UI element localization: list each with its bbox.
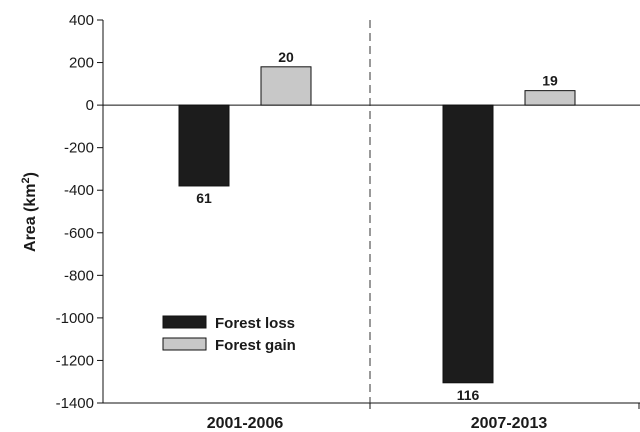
y-tick-label: -200 [64, 140, 94, 157]
legend-swatch-forest-gain [162, 337, 207, 351]
data-label-group: 61 116 20 19 [196, 49, 558, 403]
y-tick-label: 200 [69, 55, 94, 72]
bar-forest-gain-2001-2006 [260, 66, 312, 106]
legend: Forest loss Forest gain [162, 315, 296, 354]
legend-label: Forest gain [215, 337, 296, 354]
bar-group [178, 66, 576, 384]
bar-forest-loss-2001-2006 [178, 104, 230, 187]
y-tick-label: -400 [64, 182, 94, 199]
x-axis: 2001-2006 2007-2013 [103, 20, 640, 432]
bar-forest-loss-2007-2013 [442, 104, 494, 384]
y-tick-label: -800 [64, 267, 94, 284]
y-tick-label: -1400 [56, 395, 94, 412]
legend-swatch-forest-loss [162, 315, 207, 329]
x-category-label: 2001-2006 [207, 415, 284, 432]
y-tick-label: -1200 [56, 352, 94, 369]
y-tick-label: 0 [86, 97, 94, 114]
y-tick-label: -600 [64, 225, 94, 242]
bar-forest-gain-2007-2013 [524, 90, 576, 106]
data-label: 19 [542, 73, 558, 89]
legend-label: Forest loss [215, 315, 295, 332]
data-label: 61 [196, 190, 212, 206]
data-label: 116 [457, 387, 480, 403]
y-axis-title: Area (km2) [20, 172, 39, 252]
x-category-label: 2007-2013 [471, 415, 548, 432]
y-tick-label: -1000 [56, 310, 94, 327]
data-label: 20 [278, 49, 294, 65]
y-tick-label: 400 [69, 12, 94, 29]
